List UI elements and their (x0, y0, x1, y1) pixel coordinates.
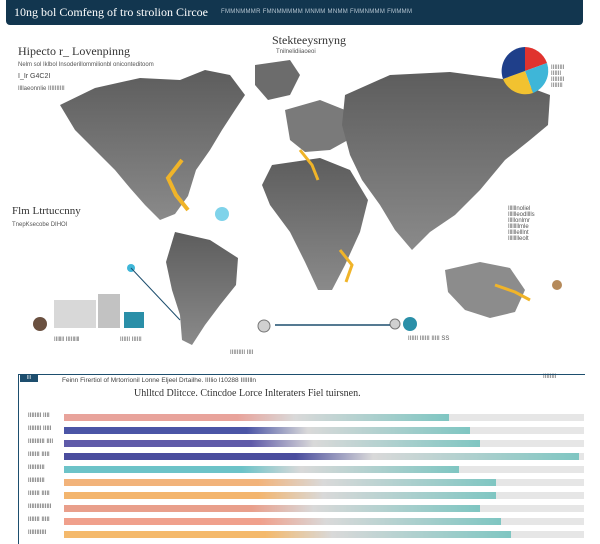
bar-row-label: IIIIIIIIII (28, 478, 45, 484)
banner-subtitle: FMMNMMMR FMNMMMMM MNMM MNMM FMMNMMM FMMM… (221, 9, 413, 15)
location-marker (33, 317, 47, 331)
pie-legend-item: IIIIIIII (551, 77, 565, 83)
note-bottom-left: IIlllll IIIIIllll (54, 337, 80, 343)
pie-slice (525, 63, 549, 93)
note-bottom-right: IIIIII IIIIII IIIII SS (408, 336, 450, 342)
africa-landmass (262, 158, 368, 290)
route-highlight (494, 283, 531, 302)
bar-fill (64, 518, 501, 525)
left-line-3: Illlaeonnlie IIIIIIIIII (18, 86, 65, 92)
location-marker (389, 318, 401, 330)
pie-slice (501, 47, 525, 79)
note-bottom-left-2: IIIIII IIIIII (120, 337, 142, 343)
bar-fill (64, 440, 480, 447)
note-right-cap: IIIIIIII (543, 374, 557, 380)
left-heading: Hipecto r_ Lovenpinng (18, 44, 130, 58)
left-line-2: I_Ir G4C2I (18, 73, 51, 80)
north-america-landmass (60, 70, 245, 220)
center-subheading: Tnilnelidiiaoeoi (276, 49, 316, 55)
panel-header-line: Feinn Firertiol of Mrtorrionil Lonne Elj… (62, 377, 257, 384)
bar-fill (64, 453, 579, 460)
title-banner: 10ng bol Comfeng of tro strolion Circoe … (6, 0, 583, 25)
location-marker (257, 319, 271, 333)
asia-landmass (342, 72, 550, 250)
greenland-landmass (255, 60, 300, 100)
pie-legend-item: IIIIII (551, 71, 562, 77)
bar-row-label: IIIIIII IIIII (28, 452, 50, 458)
bar-row-label: IIIIIIIIII (28, 465, 45, 471)
bar-row-label: IIIIIIIIII IIII (28, 439, 54, 445)
left-mid-sub: TnepKsecobe DIHOI (12, 222, 68, 228)
south-america-landmass (166, 232, 238, 345)
bar-fill (64, 414, 449, 421)
banner-title: 10ng bol Comfeng of tro strolion Circoe (14, 5, 208, 19)
pie-slice (503, 71, 533, 95)
left-mid-heading: Flm Ltrtuccnny (12, 205, 81, 217)
left-line-1: Nelm sol Iklbol Insoderillommilionbl oni… (18, 62, 154, 68)
bar-row-label: IIIIIII IIIII (28, 491, 50, 497)
location-marker (552, 280, 562, 290)
right-mid-line: Illlllllmle (508, 224, 529, 230)
bar-fill (64, 492, 496, 499)
right-mid-line: Illllleodlllls (508, 212, 535, 218)
route-highlight (338, 249, 354, 283)
pie-chart (501, 47, 549, 95)
location-marker (403, 317, 417, 331)
bar-row-label: IIIIIIIIIII (28, 530, 47, 536)
bar-panel (18, 374, 585, 544)
bar-row-label: IIIIIIII IIIII (28, 426, 52, 432)
location-marker (215, 207, 229, 221)
right-mid-line: Illlllnoliel (508, 206, 531, 212)
bar-fill (64, 505, 480, 512)
bar-row-label: IIIIIIIIIIIIII (28, 504, 52, 510)
right-mid-line: Illllllleolt (508, 236, 529, 242)
route-highlight (298, 149, 320, 181)
bar-fill (64, 531, 511, 538)
bar-fill (64, 479, 496, 486)
bar-fill (64, 427, 470, 434)
right-mid-list: Illlllnoliel Illllleodlllls Illllonlmr I… (508, 206, 535, 242)
pie-legend-item: IIIIIIII (551, 65, 565, 71)
route-highlight (165, 158, 190, 212)
australia-landmass (445, 262, 525, 318)
note-bottom-center: IIIIIIIII IIII (230, 350, 254, 356)
panel-title: Uhlltcd Dlitcce. Ctincdoe Lorce Inlterat… (134, 388, 361, 399)
right-mid-line: Illllonlmr (508, 218, 531, 224)
bar-row-label: IIIIIIII IIII (28, 413, 50, 419)
world-map (33, 47, 562, 345)
bar-row-label: IIIIIII IIIII (28, 517, 50, 523)
bar-fill (64, 466, 459, 473)
right-mid-line: Illlllelllnt (508, 230, 529, 236)
pie-legend: IIIIIIII IIIIII IIIIIIII IIIIIII (551, 65, 564, 89)
panel-tag: III (20, 374, 38, 382)
pie-legend-item: IIIIIII (551, 83, 563, 89)
center-heading: Stekteeysrnyng (272, 33, 346, 47)
europe-landmass (285, 100, 350, 152)
